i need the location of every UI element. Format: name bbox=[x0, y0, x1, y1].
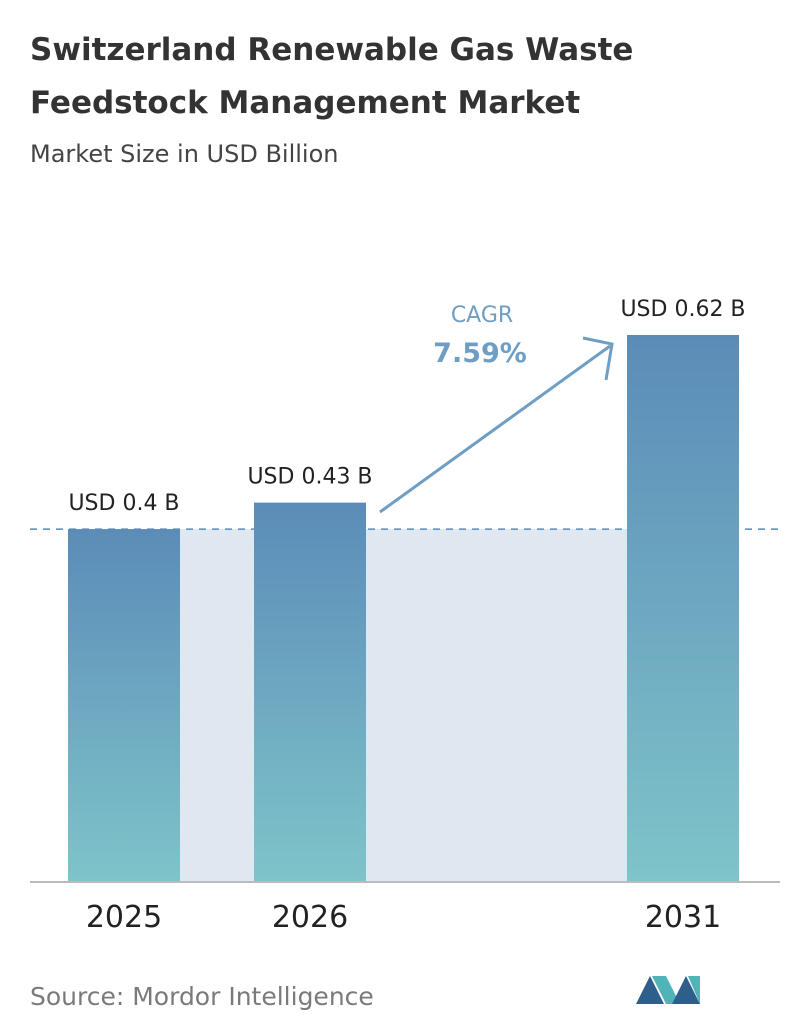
chart-title: Feedstock Management Market bbox=[30, 85, 580, 121]
bar bbox=[627, 335, 739, 882]
cagr-arrow-head bbox=[582, 336, 614, 381]
bar bbox=[254, 502, 366, 882]
source: Source: Mordor Intelligence bbox=[30, 982, 374, 1011]
chart-subtitle: Market Size in USD Billion bbox=[30, 140, 338, 168]
x-tick-label: 2031 bbox=[645, 900, 721, 935]
cagr-value: 7.59% bbox=[433, 338, 527, 369]
x-tick-label: 2026 bbox=[272, 900, 348, 935]
x-tick-label: 2025 bbox=[86, 900, 162, 935]
plot-area: USD 0.4 B 2025 USD 0.43 B 2026 USD 0.62 B 203… bbox=[30, 297, 782, 935]
cagr-arrow bbox=[379, 344, 611, 514]
value-label: USD 0.62 B bbox=[620, 297, 745, 322]
logo bbox=[636, 976, 700, 1004]
value-label: USD 0.4 B bbox=[68, 491, 179, 516]
chart-title: Switzerland Renewable Gas Waste bbox=[30, 32, 633, 68]
bar bbox=[68, 529, 180, 882]
value-label: USD 0.43 B bbox=[247, 465, 372, 490]
cagr-label: CAGR bbox=[451, 303, 513, 328]
